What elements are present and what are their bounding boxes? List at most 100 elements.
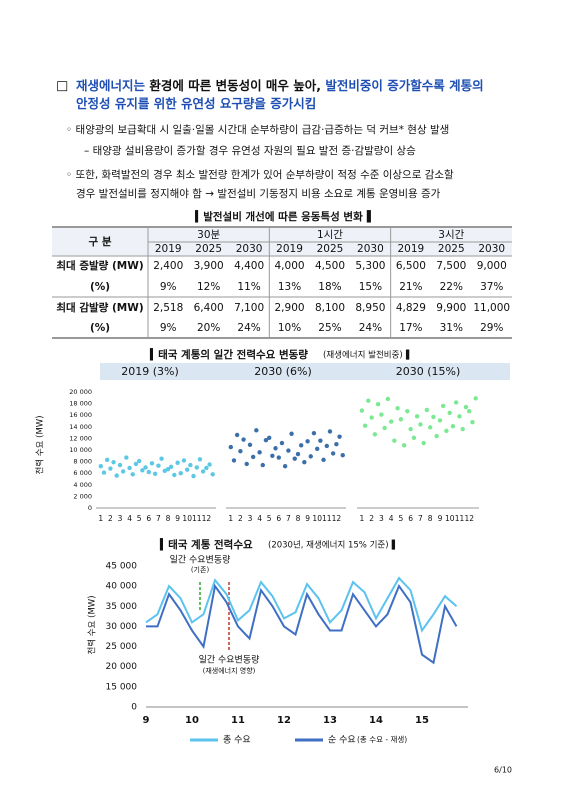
- table-group: 1시간: [317, 229, 343, 241]
- scatter-point: [385, 396, 391, 402]
- y-tick-label: 15 000: [106, 682, 138, 692]
- table-cell: 9,000: [477, 260, 507, 272]
- x-tick-label: 5: [267, 514, 272, 523]
- scatter-point: [263, 437, 269, 443]
- scatter-point: [405, 408, 410, 414]
- scatter-point: [276, 455, 281, 460]
- scatter-point: [473, 396, 478, 401]
- table-cell: 2,900: [275, 302, 305, 314]
- table-cell: 7,500: [436, 260, 466, 272]
- scatter-point: [414, 414, 420, 419]
- scatter-point: [444, 428, 449, 434]
- scatter-point: [165, 466, 171, 472]
- x-tick-label: 6: [276, 514, 281, 523]
- scatter-point: [137, 458, 142, 464]
- scatter-point: [359, 408, 365, 413]
- x-tick-label: 4: [389, 514, 394, 523]
- row-label: (%): [90, 322, 110, 334]
- legend-note: (총 수요 - 재생): [357, 734, 407, 744]
- scatter-point: [247, 442, 253, 447]
- scatter-point: [340, 453, 345, 458]
- scatter-point: [330, 451, 336, 456]
- table-cell: 22%: [440, 281, 463, 293]
- scatter-point: [382, 425, 387, 431]
- table-cell: 18%: [318, 281, 341, 293]
- x-tick-label: 12: [202, 514, 212, 523]
- scatter-point: [124, 455, 129, 460]
- scatter-point: [428, 425, 433, 430]
- x-tick-label: 9: [175, 514, 180, 523]
- x-tick-label: 3: [379, 514, 384, 523]
- table-cell: 4,500: [315, 260, 345, 272]
- y-tick-label: 8 000: [73, 458, 92, 466]
- scatter-point: [324, 443, 329, 449]
- x-tick-label: 9: [305, 514, 310, 523]
- x-tick-label: 3: [248, 514, 253, 523]
- x-tick-label: 7: [418, 514, 423, 523]
- table-cell: 29%: [480, 322, 503, 334]
- scatter-point: [411, 435, 417, 441]
- scatter-point: [108, 466, 113, 471]
- scatter-point: [130, 472, 135, 477]
- scatter-point: [172, 472, 177, 478]
- scatter-point: [392, 438, 397, 443]
- table-cell: 4,829: [396, 302, 426, 314]
- y-tick-label: 14 000: [69, 423, 92, 431]
- table-cell: 10%: [278, 322, 301, 334]
- x-tick-label: 4: [127, 514, 132, 523]
- scatter-point: [295, 451, 301, 457]
- x-tick-label: 12: [277, 715, 291, 726]
- scatter-point: [457, 414, 462, 419]
- table-year: 2019: [397, 243, 424, 255]
- scatter-point: [315, 446, 320, 452]
- x-tick-label: 4: [257, 514, 262, 523]
- y-tick-label: 12 000: [69, 434, 92, 442]
- x-tick-label: 11: [192, 514, 202, 523]
- heading-part: 안정성 유지를 위한 유연성 요구량을 증가시킴: [76, 96, 316, 111]
- x-tick-label: 9: [438, 514, 443, 523]
- scatter-point: [447, 410, 452, 416]
- table-cell: 2,518: [153, 302, 183, 314]
- scatter-point: [334, 442, 339, 447]
- scatter-point: [308, 454, 313, 459]
- table-cell: 37%: [480, 281, 503, 293]
- y-tick-label: 0: [131, 703, 137, 713]
- scatter-point: [327, 429, 333, 434]
- x-tick-label: 11: [231, 715, 245, 726]
- scatter-point: [104, 457, 110, 463]
- scatter-point: [168, 464, 174, 470]
- y-tick-label: 30 000: [106, 622, 138, 632]
- table-cell: 9%: [160, 281, 177, 293]
- heading: 안정성 유지를 위한 유연성 요구량을 증가시킴: [76, 96, 316, 111]
- table-cell: 4,400: [234, 260, 264, 272]
- scatter-point: [152, 471, 158, 476]
- scatter-point: [143, 465, 148, 470]
- scatter-point: [302, 459, 307, 465]
- x-tick-label: 15: [415, 715, 429, 726]
- table-year: 2025: [438, 243, 465, 255]
- scatter-point: [388, 419, 394, 424]
- scatter-point: [231, 458, 237, 463]
- table-year: 2030: [357, 243, 384, 255]
- y-tick-label: 18 000: [69, 400, 92, 408]
- chart-title: ▍태국 계통 전력수요: [159, 538, 253, 551]
- x-tick-label: 10: [182, 514, 192, 523]
- table-corner: 구 분: [89, 235, 112, 248]
- scatter-point: [298, 443, 304, 448]
- scatter-point: [379, 412, 384, 417]
- scatter-point: [162, 468, 167, 474]
- scatter-point: [321, 457, 326, 463]
- x-tick-label: 1: [359, 514, 364, 523]
- scatter-point: [200, 469, 206, 474]
- scatter-point: [257, 450, 262, 455]
- panel-label: 2030 (6%): [254, 365, 312, 378]
- x-tick-label: 8: [296, 514, 301, 523]
- table-year: 2030: [236, 243, 263, 255]
- scatter-point: [101, 470, 107, 475]
- table-cell: 4,000: [275, 260, 305, 272]
- x-tick-label: 11: [322, 514, 332, 523]
- scatter-point: [197, 457, 203, 462]
